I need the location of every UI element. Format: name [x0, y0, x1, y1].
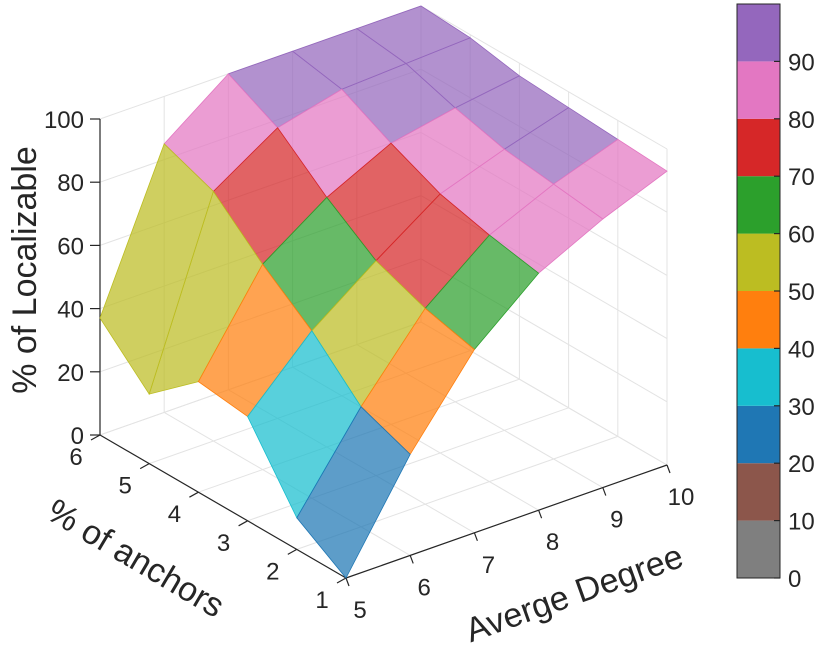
y-tick-label: 2	[266, 558, 279, 585]
colorbar-segment	[737, 118, 780, 177]
colorbar-tick-label: 50	[788, 279, 815, 306]
x-tick-label: 6	[418, 574, 431, 601]
z-tick-label: 20	[57, 360, 84, 387]
colorbar-tick-label: 40	[788, 336, 815, 363]
z-tick-label: 40	[57, 297, 84, 324]
x-tick-label: 7	[482, 552, 495, 579]
colorbar-segment	[737, 520, 780, 578]
y-tick-mark	[287, 548, 298, 555]
colorbar-tick-label: 90	[788, 49, 815, 76]
y-axis-line	[99, 434, 347, 579]
colorbar-segment	[737, 233, 780, 291]
colorbar-tick-label: 70	[788, 164, 815, 191]
y-tick-mark	[189, 491, 199, 498]
x-tick-label: 8	[546, 529, 559, 556]
z-tick-label: 60	[57, 233, 84, 260]
y-axis-label: % of anchors	[41, 492, 231, 626]
x-tick-mark	[602, 487, 607, 496]
colorbar-tick-label: 80	[788, 107, 815, 134]
colorbar-tick-label: 20	[788, 451, 815, 478]
axes	[90, 118, 671, 587]
colorbar-tick-label: 30	[788, 394, 815, 421]
x-axis-line	[345, 464, 668, 579]
colorbar-segment	[737, 348, 780, 406]
x-tick-mark	[666, 464, 671, 474]
colorbar-segment	[737, 291, 780, 349]
y-tick-mark	[90, 434, 101, 441]
z-tick-label: 0	[71, 423, 84, 450]
x-tick-mark	[345, 577, 350, 587]
colorbar-tick-label: 0	[788, 566, 801, 593]
surface-patch	[296, 406, 411, 579]
z-tick-label: 80	[57, 170, 84, 197]
y-tick-label: 6	[69, 444, 82, 471]
x-tick-mark	[409, 555, 414, 564]
colorbar-segment	[737, 4, 780, 62]
colorbar-segment	[737, 405, 780, 464]
y-tick-label: 3	[217, 530, 230, 557]
x-tick-label: 9	[610, 507, 623, 534]
surface-patches	[99, 5, 668, 579]
side-wall-grid-line	[420, 5, 668, 150]
colorbar-segment	[737, 176, 780, 234]
colorbar-segment	[737, 61, 780, 119]
y-tick-mark	[139, 463, 150, 470]
x-tick-mark	[538, 509, 543, 519]
colorbar: 0 10 20 30 40 50 60 70 80 90	[736, 3, 815, 593]
y-tick-mark	[336, 577, 347, 584]
x-tick-mark	[473, 532, 478, 542]
colorbar-tick-label: 60	[788, 222, 815, 249]
y-tick-label: 4	[168, 501, 181, 528]
y-tick-label: 5	[119, 473, 132, 500]
y-tick-label: 1	[315, 587, 328, 614]
x-tick-label: 10	[668, 484, 695, 511]
z-axis-label: % of Localizable	[6, 146, 44, 394]
colorbar-segment	[737, 463, 780, 521]
z-tick-label: 100	[44, 107, 84, 134]
colorbar-tick-label: 10	[788, 509, 815, 536]
x-tick-label: 5	[353, 597, 366, 624]
y-tick-mark	[238, 520, 248, 527]
